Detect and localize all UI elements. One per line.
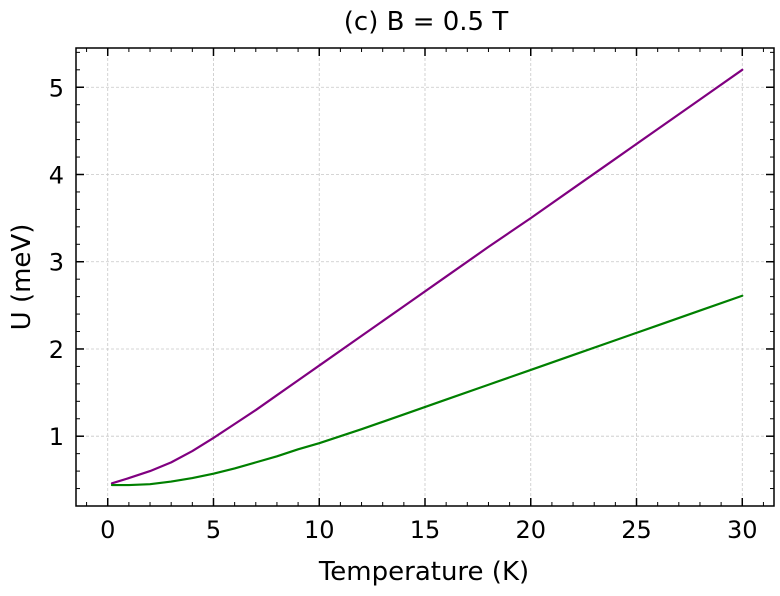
series-line-1 (110, 68, 744, 485)
grid-layer (76, 48, 774, 506)
y-tick-label: 1 (49, 423, 64, 451)
tick-layer (76, 48, 774, 507)
chart-title: (c) B = 0.5 T (344, 7, 509, 37)
y-tick-label: 5 (49, 74, 64, 102)
x-tick-label: 25 (621, 516, 652, 544)
x-tick-label: 20 (515, 516, 546, 544)
y-axis-label: U (meV) (7, 224, 37, 331)
tick-label-layer: 0 5 10 15 20 25 30 1 2 3 4 5 (49, 74, 758, 544)
x-tick-label: 10 (304, 516, 335, 544)
y-tick-label: 2 (49, 336, 64, 364)
x-tick-label: 15 (410, 516, 441, 544)
series-layer (110, 68, 744, 487)
plot-frame (75, 47, 775, 507)
x-tick-label: 0 (100, 516, 115, 544)
x-axis-label: Temperature (K) (318, 557, 529, 587)
x-tick-label: 30 (727, 516, 758, 544)
series-line-2 (110, 294, 744, 487)
x-tick-label: 5 (206, 516, 221, 544)
y-tick-label: 4 (49, 161, 64, 189)
y-tick-label: 3 (49, 249, 64, 277)
